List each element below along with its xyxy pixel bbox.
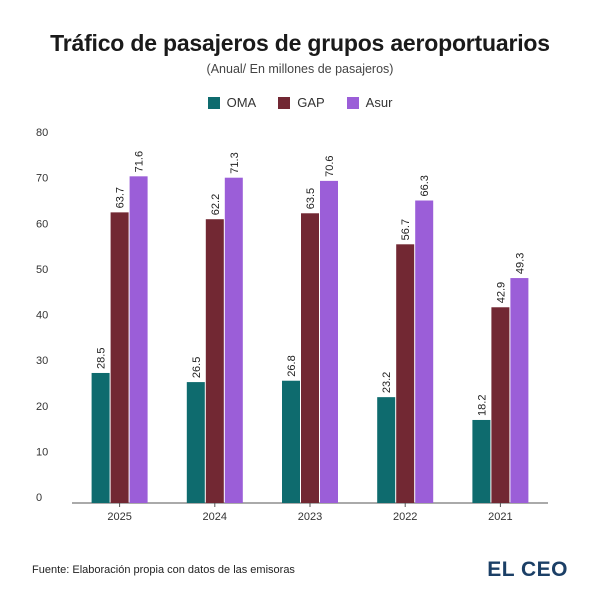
chart-subtitle: (Anual/ En millones de pasajeros)	[206, 62, 394, 76]
y-tick-label: 20	[36, 401, 48, 413]
data-label-asur: 71.6	[134, 151, 146, 172]
y-tick-label: 40	[36, 310, 48, 322]
legend-item-asur: Asur	[346, 95, 393, 110]
bar-asur	[224, 177, 243, 503]
legend-swatch-oma	[207, 96, 220, 109]
y-tick-label: 10	[36, 446, 48, 458]
y-tick-label: 70	[36, 173, 48, 185]
bar-gap	[491, 307, 510, 503]
chart-title: Tráfico de pasajeros de grupos aeroportu…	[50, 30, 550, 56]
x-tick-label: 2021	[488, 511, 512, 523]
data-label-asur: 66.3	[419, 175, 431, 196]
data-label-gap: 62.2	[210, 194, 222, 215]
bar-oma	[377, 397, 396, 503]
bar-gap	[110, 212, 129, 503]
y-tick-label: 60	[36, 218, 48, 230]
data-label-oma: 18.2	[476, 395, 488, 416]
legend-item-gap: GAP	[278, 95, 325, 110]
data-label-gap: 63.7	[115, 187, 127, 208]
bar-oma	[186, 382, 205, 503]
data-label-oma: 26.8	[286, 355, 298, 376]
data-label-asur: 71.3	[229, 152, 241, 173]
x-tick-label: 2022	[393, 511, 417, 523]
y-tick-label: 0	[36, 492, 42, 504]
data-label-oma: 23.2	[381, 372, 393, 393]
legend-label-oma: OMA	[226, 95, 257, 110]
bar-gap	[301, 213, 319, 503]
x-tick-label: 2023	[298, 511, 322, 523]
legend-label-gap: GAP	[297, 95, 325, 110]
bar-asur	[320, 180, 338, 503]
bar-oma	[472, 419, 491, 503]
legend: OMA GAP Asur	[0, 95, 600, 110]
x-tick-label: 2025	[107, 511, 131, 523]
legend-label-asur: Asur	[365, 95, 393, 110]
bar-gap	[205, 219, 224, 503]
data-label-asur: 49.3	[514, 253, 526, 274]
legend-item-oma: OMA	[207, 95, 257, 110]
bar-asur	[129, 176, 148, 503]
data-label-oma: 28.5	[96, 348, 108, 369]
bar-asur	[415, 200, 434, 503]
x-tick-label: 2024	[203, 511, 227, 523]
data-label-gap: 42.9	[495, 282, 507, 303]
bar-gap	[396, 244, 415, 503]
legend-swatch-gap	[278, 96, 291, 109]
data-label-oma: 26.5	[191, 357, 203, 378]
bar-oma	[282, 380, 300, 503]
y-tick-label: 50	[36, 264, 48, 276]
data-label-gap: 63.5	[305, 188, 317, 209]
bar-oma	[91, 372, 110, 503]
logo: EL CEO	[487, 558, 568, 581]
data-label-gap: 56.7	[400, 219, 412, 240]
y-tick-label: 80	[36, 127, 48, 139]
data-label-asur: 70.6	[324, 155, 336, 176]
source-note: Fuente: Elaboración propia con datos de …	[32, 564, 295, 576]
y-tick-label: 30	[36, 355, 48, 367]
bar-asur	[510, 278, 529, 503]
legend-swatch-asur	[346, 96, 359, 109]
